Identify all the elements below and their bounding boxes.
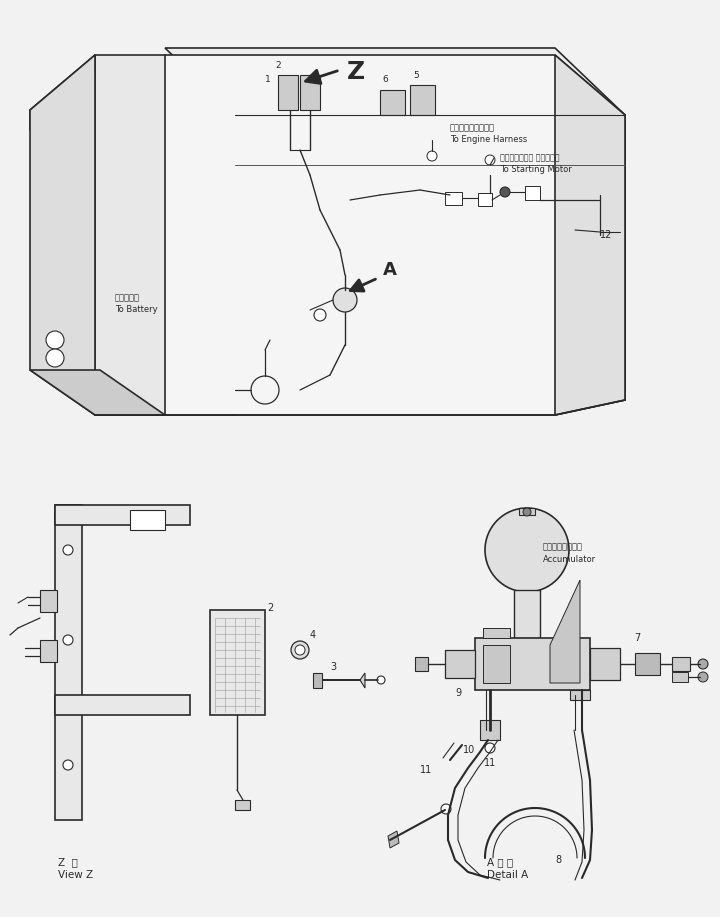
Polygon shape: [95, 55, 235, 415]
Polygon shape: [165, 55, 625, 415]
Text: To Battery: To Battery: [115, 305, 158, 315]
Polygon shape: [635, 653, 660, 675]
Text: A 詳 圖: A 詳 圖: [487, 857, 513, 867]
Polygon shape: [590, 648, 620, 680]
Text: 5: 5: [413, 71, 419, 80]
Text: アキュームレータ: アキュームレータ: [543, 543, 583, 551]
Polygon shape: [235, 800, 250, 810]
Polygon shape: [570, 690, 590, 700]
Polygon shape: [55, 505, 82, 820]
Circle shape: [63, 545, 73, 555]
Polygon shape: [30, 55, 95, 130]
Polygon shape: [380, 90, 405, 115]
Circle shape: [500, 187, 510, 197]
Circle shape: [485, 508, 569, 592]
Circle shape: [295, 645, 305, 655]
Polygon shape: [55, 695, 190, 715]
Polygon shape: [445, 192, 462, 205]
Text: Accumulator: Accumulator: [543, 555, 596, 564]
Polygon shape: [415, 657, 428, 671]
Circle shape: [333, 288, 357, 312]
Circle shape: [698, 659, 708, 669]
Text: To Starting Motor: To Starting Motor: [500, 165, 572, 174]
Circle shape: [63, 760, 73, 770]
Polygon shape: [519, 508, 535, 515]
Text: 9: 9: [455, 688, 461, 698]
Text: 11: 11: [420, 765, 432, 775]
Circle shape: [427, 151, 437, 161]
Polygon shape: [300, 75, 320, 110]
Circle shape: [377, 676, 385, 684]
Text: 6: 6: [382, 75, 388, 84]
Polygon shape: [514, 590, 540, 638]
Text: View Z: View Z: [58, 870, 93, 880]
Circle shape: [441, 804, 451, 814]
Text: 1: 1: [265, 75, 271, 84]
Polygon shape: [40, 640, 57, 662]
Text: 7: 7: [634, 633, 640, 643]
Polygon shape: [672, 672, 688, 682]
Circle shape: [46, 349, 64, 367]
Polygon shape: [672, 657, 690, 671]
Polygon shape: [210, 610, 265, 715]
Text: スターティング モーターへ: スターティング モーターへ: [500, 153, 559, 162]
Polygon shape: [478, 193, 492, 206]
Circle shape: [291, 641, 309, 659]
Text: To Engine Harness: To Engine Harness: [450, 136, 527, 145]
Polygon shape: [550, 580, 580, 683]
Polygon shape: [410, 85, 435, 115]
Circle shape: [485, 155, 495, 165]
Text: 8: 8: [555, 855, 561, 865]
Polygon shape: [525, 186, 540, 200]
Polygon shape: [475, 638, 590, 690]
Polygon shape: [30, 370, 165, 415]
Text: 12: 12: [600, 230, 613, 240]
Polygon shape: [388, 831, 399, 848]
Circle shape: [314, 309, 326, 321]
Circle shape: [63, 635, 73, 645]
Polygon shape: [483, 645, 510, 683]
Text: Z  視: Z 視: [58, 857, 78, 867]
Circle shape: [46, 331, 64, 349]
Polygon shape: [130, 510, 165, 530]
Polygon shape: [30, 55, 95, 415]
Text: 4: 4: [310, 630, 316, 640]
Polygon shape: [313, 673, 322, 688]
Text: A: A: [383, 261, 397, 279]
Polygon shape: [480, 720, 500, 740]
Polygon shape: [278, 75, 298, 110]
Text: 10: 10: [463, 745, 475, 755]
Text: 11: 11: [484, 758, 496, 768]
Circle shape: [485, 743, 495, 753]
Polygon shape: [55, 505, 190, 525]
Circle shape: [698, 672, 708, 682]
Polygon shape: [40, 590, 57, 612]
Polygon shape: [555, 55, 625, 415]
Text: 2: 2: [275, 61, 281, 70]
Polygon shape: [320, 673, 365, 688]
Text: Z: Z: [347, 60, 365, 84]
Polygon shape: [483, 628, 510, 638]
Text: バッテリへ: バッテリへ: [115, 293, 140, 303]
Text: 3: 3: [330, 662, 336, 672]
Circle shape: [523, 508, 531, 516]
Polygon shape: [165, 48, 625, 115]
Text: Detail A: Detail A: [487, 870, 528, 880]
Text: エンジンハーネスへ: エンジンハーネスへ: [450, 124, 495, 132]
Polygon shape: [445, 650, 475, 678]
Text: 2: 2: [267, 603, 274, 613]
